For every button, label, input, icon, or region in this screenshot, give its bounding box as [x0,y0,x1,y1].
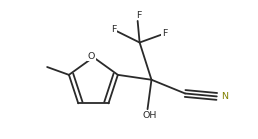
Text: N: N [221,92,228,101]
Text: F: F [136,11,141,20]
Text: O: O [88,52,95,61]
Text: F: F [111,25,117,34]
Text: OH: OH [142,111,157,120]
Text: F: F [162,29,167,38]
